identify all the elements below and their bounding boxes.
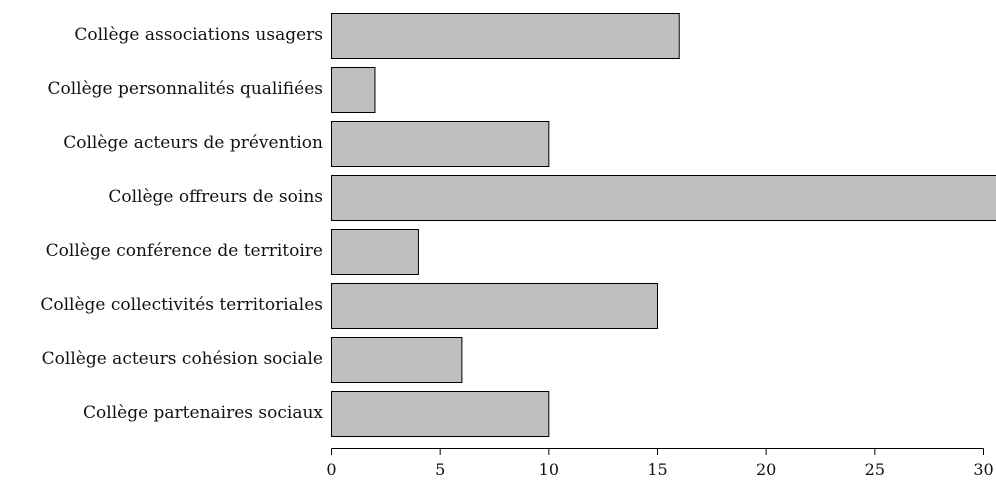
bar-7 (331, 337, 463, 383)
bar-2 (331, 67, 376, 113)
category-label-4: Collège offreurs de soins (108, 187, 323, 207)
x-tick-label-20: 20 (756, 460, 776, 479)
category-label-2: Collège personnalités qualifiées (47, 79, 323, 99)
bar-6 (331, 283, 658, 329)
x-tick-label-10: 10 (539, 460, 559, 479)
category-label-1: Collège associations usagers (74, 25, 323, 45)
category-label-6: Collège collectivités territoriales (40, 295, 323, 315)
category-label-8: Collège partenaires sociaux (83, 403, 323, 423)
category-label-5: Collège conférence de territoire (46, 241, 323, 261)
category-labels: Collège associations usagers Collège pers… (40, 25, 323, 423)
x-axis: 0 5 10 15 20 25 30 (326, 448, 994, 479)
bar-4 (331, 175, 996, 221)
bar-8 (331, 391, 550, 437)
x-tick-label-15: 15 (647, 460, 667, 479)
x-tick-label-5: 5 (435, 460, 445, 479)
bar-5 (331, 229, 419, 275)
x-tick-label-30: 30 (973, 460, 993, 479)
x-tick-label-25: 25 (865, 460, 885, 479)
bar-3 (331, 121, 550, 167)
category-label-7: Collège acteurs cohésion sociale (42, 349, 323, 369)
bar-1 (331, 13, 680, 59)
x-tick-label-0: 0 (326, 460, 336, 479)
bars-layer (331, 13, 996, 437)
category-label-3: Collège acteurs de prévention (63, 133, 323, 153)
